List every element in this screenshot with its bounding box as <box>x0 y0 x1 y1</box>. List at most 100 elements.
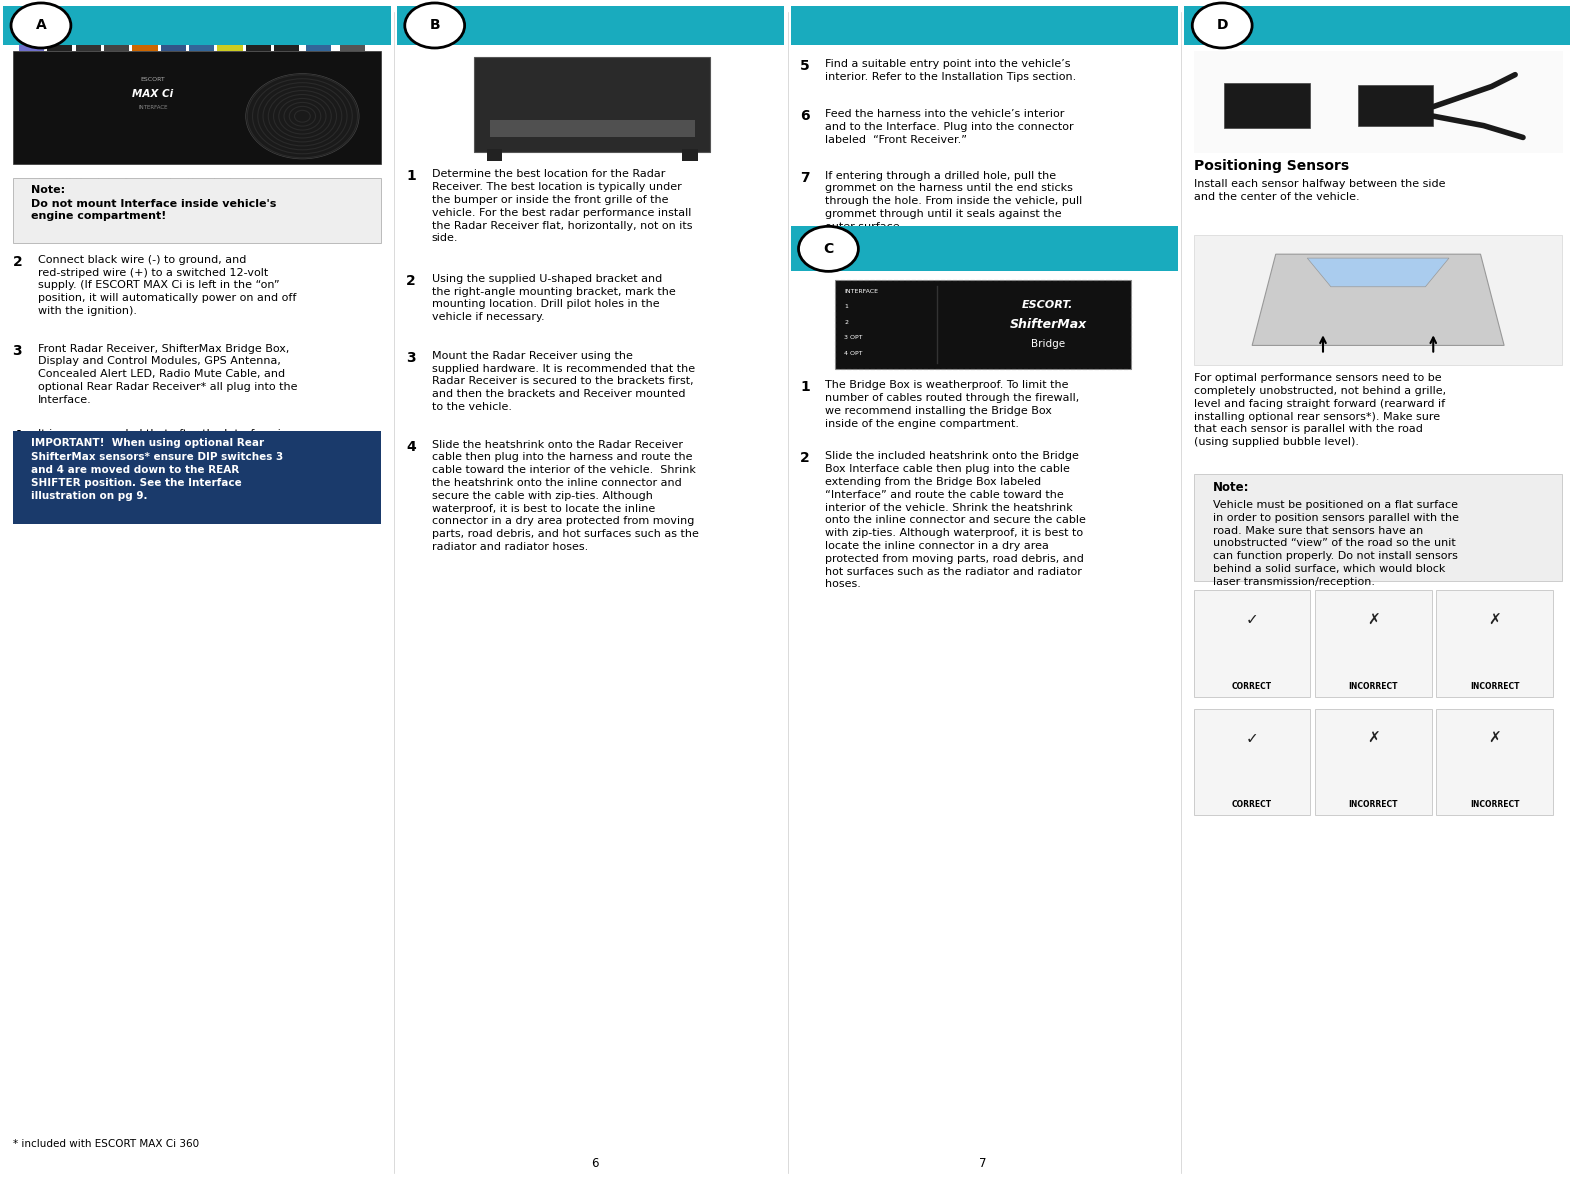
Text: Interface: Interface <box>85 18 161 33</box>
Text: INTERFACE: INTERFACE <box>139 104 167 110</box>
Bar <box>1224 83 1310 128</box>
Bar <box>1194 235 1562 365</box>
Text: INCORRECT: INCORRECT <box>1469 681 1520 691</box>
Bar <box>1436 709 1553 815</box>
Text: Note:: Note: <box>1213 481 1249 494</box>
Text: 3 OPT: 3 OPT <box>844 335 863 340</box>
Bar <box>397 6 784 45</box>
Polygon shape <box>1252 254 1504 346</box>
Text: INCORRECT: INCORRECT <box>1348 681 1399 691</box>
Text: Connect black wire (-) to ground, and
red-striped wire (+) to a switched 12-volt: Connect black wire (-) to ground, and re… <box>38 255 296 316</box>
Bar <box>1194 590 1310 697</box>
Text: B: B <box>430 19 439 32</box>
Text: White Stripe: White Stripe <box>699 20 770 31</box>
Bar <box>13 178 381 243</box>
Text: INCORRECT: INCORRECT <box>1469 800 1520 809</box>
Bar <box>791 6 1178 45</box>
Text: 1: 1 <box>800 380 810 395</box>
Polygon shape <box>1307 258 1449 287</box>
Text: For optimal performance sensors need to be
completely unobstructed, not behind a: For optimal performance sensors need to … <box>1194 373 1446 447</box>
Circle shape <box>246 73 359 159</box>
Text: ESCORT: ESCORT <box>140 77 165 82</box>
Bar <box>1194 709 1310 815</box>
Bar <box>1436 590 1553 697</box>
Text: 6: 6 <box>592 1158 598 1170</box>
Text: 2: 2 <box>13 255 22 269</box>
Text: ✗: ✗ <box>1367 613 1380 628</box>
Text: CORRECT: CORRECT <box>1232 800 1273 809</box>
Bar <box>47 36 72 51</box>
Circle shape <box>11 4 71 49</box>
Bar <box>474 57 710 152</box>
Text: ✗: ✗ <box>1488 731 1501 747</box>
Text: INTERFACE: INTERFACE <box>844 289 879 294</box>
Text: Front Radar Receiver: Front Radar Receiver <box>860 18 1033 33</box>
Text: ShifterMax: ShifterMax <box>1010 318 1087 331</box>
Bar <box>1315 709 1432 815</box>
Bar <box>1315 590 1432 697</box>
Bar <box>161 36 186 51</box>
Text: 4: 4 <box>406 440 416 454</box>
Text: Mount the Radar Receiver using the
supplied hardware. It is recommended that the: Mount the Radar Receiver using the suppl… <box>432 351 695 412</box>
Text: 1: 1 <box>13 178 22 192</box>
Bar <box>1194 474 1562 581</box>
Text: Front Radar Receiver, ShifterMax Bridge Box,
Display and Control Modules, GPS An: Front Radar Receiver, ShifterMax Bridge … <box>38 344 298 405</box>
Text: Vehicle must be positioned on a flat surface
in order to position sensors parall: Vehicle must be positioned on a flat sur… <box>1213 500 1458 587</box>
Circle shape <box>799 226 858 271</box>
Text: Do not mount Interface inside vehicle's
engine compartment!: Do not mount Interface inside vehicle's … <box>32 199 277 222</box>
Text: ✗: ✗ <box>1488 613 1501 628</box>
Text: Install the Interface under the dash using
supplied zip-ties.: Install the Interface under the dash usi… <box>38 178 269 200</box>
Text: Install each sensor halfway between the side
and the center of the vehicle.: Install each sensor halfway between the … <box>1194 179 1446 201</box>
Text: Sensors: Sensors <box>1266 28 1326 41</box>
Bar <box>13 51 381 164</box>
Text: 7: 7 <box>980 1158 986 1170</box>
Bar <box>132 36 158 51</box>
Text: 1: 1 <box>844 305 847 309</box>
Text: ✗: ✗ <box>1367 731 1380 747</box>
Text: MAX Ci: MAX Ci <box>132 89 173 98</box>
Text: Note:: Note: <box>32 185 66 194</box>
Text: D: D <box>1216 19 1228 32</box>
Text: 2: 2 <box>800 451 810 466</box>
Bar <box>3 6 391 45</box>
Bar <box>1184 6 1570 45</box>
Text: A: A <box>36 19 46 32</box>
Text: 5: 5 <box>800 59 810 73</box>
Bar <box>246 36 271 51</box>
Text: Positioning Sensors: Positioning Sensors <box>1194 159 1348 173</box>
Bar <box>487 149 502 161</box>
Text: 4 OPT: 4 OPT <box>844 351 863 356</box>
Text: INCORRECT: INCORRECT <box>1348 800 1399 809</box>
Text: Feed the harness into the vehicle’s interior
and to the Interface. Plug into the: Feed the harness into the vehicle’s inte… <box>825 109 1074 145</box>
Text: 6: 6 <box>800 109 810 123</box>
Text: Find a suitable entry point into the vehicle’s
interior. Refer to the Installati: Find a suitable entry point into the veh… <box>825 59 1077 82</box>
Bar <box>835 280 1131 369</box>
Text: 4: 4 <box>13 429 22 443</box>
Bar <box>76 36 101 51</box>
Text: Slide the heatshrink onto the Radar Receiver
cable then plug into the harness an: Slide the heatshrink onto the Radar Rece… <box>432 440 698 552</box>
Bar <box>490 120 695 137</box>
Bar <box>274 36 299 51</box>
Text: 7: 7 <box>800 171 810 185</box>
Bar <box>682 149 698 161</box>
Text: 3: 3 <box>13 344 22 358</box>
Text: IMPORTANT!  When using optional Rear
ShifterMax sensors* ensure DIP switches 3
a: IMPORTANT! When using optional Rear Shif… <box>32 438 284 501</box>
Bar <box>104 36 129 51</box>
Text: 2: 2 <box>406 274 416 288</box>
Bar <box>217 36 243 51</box>
Text: ✓: ✓ <box>1246 613 1258 628</box>
Bar <box>306 36 331 51</box>
Text: Front Laser ShifterMax: Front Laser ShifterMax <box>1266 14 1438 27</box>
Text: C: C <box>824 242 833 256</box>
Text: CORRECT: CORRECT <box>1232 681 1273 691</box>
Bar <box>791 226 1178 271</box>
Text: 3: 3 <box>406 351 416 365</box>
Text: ESCORT.: ESCORT. <box>1022 300 1074 309</box>
Text: * included with ESCORT MAX Ci 360: * included with ESCORT MAX Ci 360 <box>13 1140 198 1149</box>
Text: Determine the best location for the Radar
Receiver. The best location is typical: Determine the best location for the Rada… <box>432 169 691 243</box>
Circle shape <box>405 4 465 49</box>
Text: Using the supplied U-shaped bracket and
the right-angle mounting bracket, mark t: Using the supplied U-shaped bracket and … <box>432 274 676 322</box>
Text: Bridge: Bridge <box>1032 339 1065 348</box>
Text: 2: 2 <box>844 320 849 325</box>
Text: If entering through a drilled hole, pull the
grommet on the harness until the en: If entering through a drilled hole, pull… <box>825 171 1082 232</box>
